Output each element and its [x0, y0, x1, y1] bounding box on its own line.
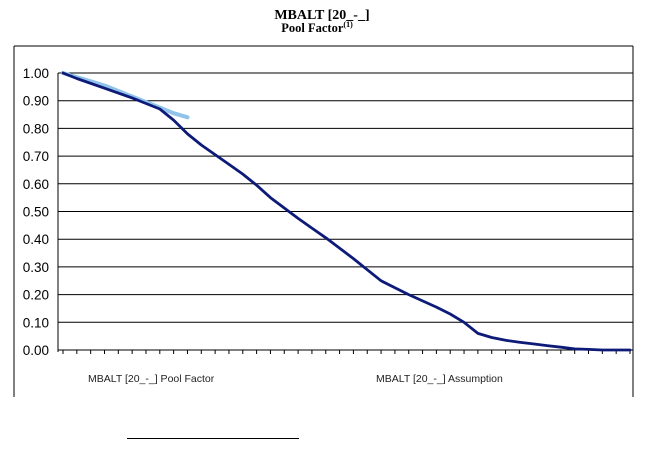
legend-label-assumption: MBALT [20_-_] Assumption: [376, 373, 503, 385]
footnote-separator-line: [127, 438, 299, 439]
y-tick-label-9: 0.10: [23, 315, 49, 330]
y-tick-label-6: 0.40: [23, 232, 49, 247]
y-axis-tick-labels: 1.00 0.90 0.80 0.70 0.60 0.50 0.40 0.30 0.20 0.10…: [23, 66, 49, 358]
chart-series: [61, 71, 632, 352]
y-tick-label-8: 0.20: [23, 288, 49, 303]
y-tick-label-5: 0.50: [23, 205, 49, 220]
gridlines: [58, 72, 633, 351]
x-axis-ticks: [62, 350, 631, 354]
y-tick-label-7: 0.30: [23, 260, 49, 275]
y-tick-label-2: 0.80: [23, 121, 49, 136]
chart-subtitle-text: Pool Factor: [281, 21, 344, 35]
y-tick-label-10: 0.00: [23, 343, 49, 358]
legend-label-pool-factor: MBALT [20_-_] Pool Factor: [88, 373, 215, 385]
series-line-0: [61, 71, 190, 120]
y-tick-label-4: 0.60: [23, 177, 49, 192]
y-tick-label-0: 1.00: [23, 66, 49, 81]
chart-subtitle-footnote-mark: (1): [343, 20, 353, 29]
series-line-1: [61, 71, 632, 352]
y-tick-label-3: 0.70: [23, 149, 49, 164]
chart-subtitle: Pool Factor(1): [281, 20, 353, 35]
y-tick-label-1: 0.90: [23, 94, 49, 109]
chart-title: MBALT [20_-_]: [274, 8, 369, 23]
